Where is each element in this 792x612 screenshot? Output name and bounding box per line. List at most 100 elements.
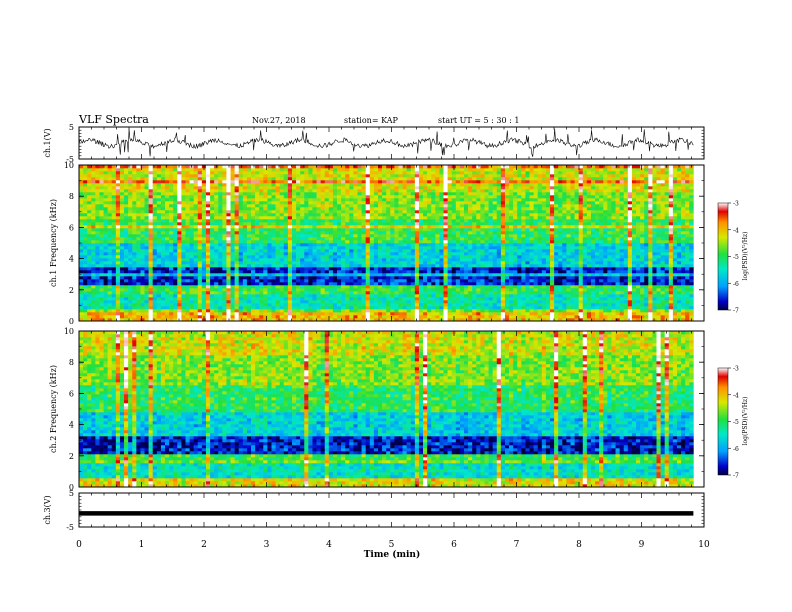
ch1-spec-cells-cell — [87, 255, 92, 259]
ch1-spec-cells-cell — [83, 168, 88, 172]
ch1-spec-cells-cell — [132, 219, 137, 223]
ch1-spec-cells-cell — [87, 225, 92, 229]
ch1-spec-cells-cell — [152, 306, 158, 310]
ch1-spec-cells-cell — [271, 171, 276, 175]
ch1-spec-cells-cell — [316, 222, 321, 226]
ch1-spec-cells-cell — [83, 276, 88, 280]
ch1-spec-cells-cell — [369, 276, 375, 280]
ch1-spec-cells-cell — [320, 207, 326, 211]
ch1-spec-cells-cell — [136, 276, 141, 280]
ch1-spec-cells-cell — [296, 318, 301, 322]
ch1-spec-cells-cell — [275, 243, 280, 247]
ch1-spec-cells-cell — [173, 210, 178, 214]
ch1-spec-cells-cell — [210, 288, 215, 292]
ch1-spec-cells-cell — [443, 267, 448, 271]
ch1-spec-cells-cell — [427, 276, 432, 280]
ch1-spec-cells-cell — [423, 165, 428, 169]
ch1-spec-cells-cell — [165, 225, 170, 229]
ch1-spec-cells-cell — [136, 249, 141, 253]
ch1-spec-cells-cell — [144, 210, 149, 214]
ch1-spec-cells-cell — [148, 204, 154, 208]
ch1-spec-cells-cell — [210, 264, 215, 268]
ch1-spec-cells-cell — [156, 243, 162, 247]
ch1-spec-cells-cell — [353, 234, 358, 238]
ch1-spec-cells-cell — [443, 243, 448, 247]
ch1-spec-cells-cell — [132, 276, 137, 280]
ch1-spec-cells-cell — [459, 192, 465, 196]
ch1-spec-cells-cell — [255, 201, 260, 205]
ch1-spec-cells-cell — [435, 192, 440, 196]
ch1-spec-cells-cell — [136, 288, 141, 292]
ch1-spec-cells-cell — [91, 258, 96, 262]
ch1-spec-cells-cell — [283, 276, 289, 280]
ch1-spec-cells-cell — [353, 204, 358, 208]
ch1-spec-cells-cell — [312, 237, 317, 241]
ch1-spec-cells-cell — [115, 294, 121, 298]
ch1-spec-cells-cell — [242, 168, 248, 172]
ch1-spec-cells-cell — [107, 318, 113, 322]
ch1-spec-cells-cell — [341, 177, 346, 181]
ch1-spec-cells-cell — [357, 282, 362, 286]
ch1-spec-cells-cell — [341, 291, 346, 295]
ch1-spec-cells-cell — [287, 303, 293, 307]
ch1-spec-cells-cell — [251, 177, 256, 181]
ch1-spec-cells-cell — [111, 249, 117, 253]
ch1-spec-cells-cell — [91, 273, 96, 277]
ch1-spec-cells-cell — [119, 273, 125, 277]
ch1-spec-cells-cell — [152, 225, 158, 229]
ch1-spec-cells-cell — [459, 171, 465, 175]
ch1-spec-cells-cell — [115, 303, 121, 307]
ch1-spec-cells-cell — [238, 219, 244, 223]
ch1-spec-cells-cell — [263, 204, 268, 208]
ch1-spec-cells-cell — [468, 246, 473, 250]
ch1-spec-cells-cell — [373, 276, 379, 280]
ch1-spec-cells-cell — [189, 222, 194, 226]
ch1-spec-cells-cell — [369, 297, 375, 301]
ch1-spec-cells-cell — [173, 249, 178, 253]
ch1-spec-cells-cell — [423, 297, 428, 301]
ch1-spec-cells-cell — [443, 174, 448, 178]
ch1-spec-cells-cell — [222, 225, 227, 229]
ch1-spec-cells-cell — [435, 252, 440, 256]
ch1-spec-cells-cell — [197, 201, 203, 205]
ch1-spec-cells-cell — [263, 171, 268, 175]
ch1-spec-cells-cell — [234, 261, 240, 265]
ch1-spec-cells-cell — [378, 246, 383, 250]
ch1-spec-cells-cell — [255, 309, 260, 313]
ch1-spec-cells-cell — [390, 231, 395, 235]
ch1-spec-cells-cell — [201, 234, 207, 238]
ch1-spec-cells-cell — [144, 315, 149, 319]
ch1-spec-cells-cell — [439, 273, 444, 277]
ch1-spec-cells-cell — [238, 297, 244, 301]
ch1-spec-cells-cell — [115, 300, 121, 304]
ch1-spec-cells-cell — [83, 180, 88, 184]
ch1-spec-cells-cell — [201, 228, 207, 232]
ch1-spec-cells-cell — [251, 261, 256, 265]
ch1-spec-cells-cell — [332, 195, 338, 199]
ch1-spec-cells-cell — [337, 312, 342, 316]
ch1-spec-cells-cell — [185, 189, 190, 193]
ch1-spec-cells-cell — [308, 237, 313, 241]
ch1-spec-cells-cell — [386, 180, 391, 184]
ch1-spec-cells-cell — [189, 192, 194, 196]
ch1-spec-cells-cell — [459, 312, 465, 316]
ch1-spec-cells-cell — [304, 249, 309, 253]
ch1-spec-cells-cell — [291, 282, 297, 286]
ch1-spec-cells-cell — [353, 276, 358, 280]
ch1-spec-cells-cell — [427, 219, 432, 223]
ch1-spec-cells-cell — [427, 201, 432, 205]
ch1-spec-cells-cell — [242, 285, 248, 289]
ch1-spec-cells-cell — [222, 204, 227, 208]
ch1-spec-cells-cell — [83, 189, 88, 193]
ch1-spec-cells-cell — [464, 240, 469, 244]
ch1-spec-cells-cell — [95, 294, 100, 298]
ch1-spec-cells-cell — [160, 234, 166, 238]
ch1-spec-cells-cell — [99, 291, 104, 295]
ch1-spec-cells-cell — [337, 201, 342, 205]
ch1-spec-cells-cell — [210, 222, 215, 226]
ch1-spec-cells-cell — [287, 267, 293, 271]
ch1-spec-cells-cell — [455, 312, 461, 316]
ch1-spec-cells-cell — [296, 207, 301, 211]
ch1-spec-cells-cell — [443, 288, 448, 292]
ch1-spec-cells-cell — [91, 165, 96, 169]
